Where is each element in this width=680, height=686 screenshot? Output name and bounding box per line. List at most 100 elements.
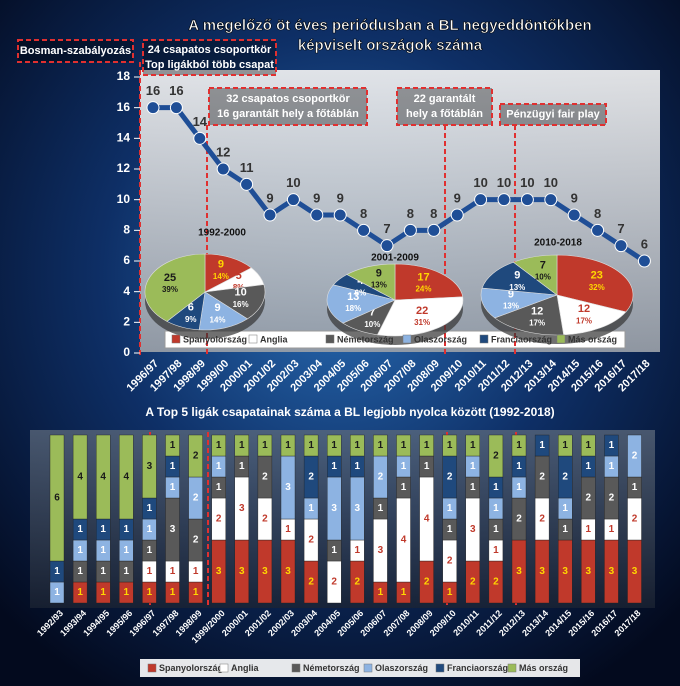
bar-value-label: 1: [493, 545, 499, 556]
bar-value-label: 3: [586, 566, 592, 577]
bar-segment: [234, 434, 250, 457]
legend-swatch: [507, 663, 517, 673]
pie-slice: [144, 253, 206, 322]
point: [567, 208, 581, 222]
legend-label: Franciaország: [491, 334, 552, 344]
bar-segment: [142, 434, 157, 499]
bar-value-label: 1: [586, 524, 592, 535]
bar-value-label: 1: [424, 461, 430, 472]
legend-label: Más ország: [519, 663, 568, 673]
bar-value-label: 2: [516, 514, 522, 525]
pie-slice: [556, 254, 634, 313]
bar-value-label: 1: [609, 440, 615, 451]
bar-value-label: 1: [147, 503, 153, 514]
legend-label: Anglia: [231, 663, 259, 673]
point: [544, 193, 558, 207]
bar-value-label: 3: [562, 566, 568, 577]
annotation-box: [499, 103, 607, 126]
bar-value-label: 2: [586, 493, 592, 504]
bar-value-label: 2: [493, 451, 499, 462]
data-label: 10: [497, 175, 511, 190]
bar-value-label: 1: [77, 587, 83, 598]
bar-value-label: 2: [193, 451, 199, 462]
pie-value-label: 12: [531, 305, 543, 317]
bar-value-label: 1: [447, 587, 453, 598]
data-label: 9: [337, 190, 344, 205]
bar-segment: [442, 434, 457, 457]
legend-label: Spanyolország: [183, 334, 247, 344]
pie-percent-label: 9%: [185, 315, 197, 324]
annotation-text: Bosman-szabályozás: [20, 45, 131, 57]
title-line: képviselt országok száma: [298, 37, 483, 54]
point: [403, 223, 417, 237]
y-tick-label: 4: [123, 284, 130, 298]
bar-value-label: 2: [308, 577, 314, 588]
y-tick-label: 6: [123, 253, 130, 267]
bar-segment: [72, 434, 88, 520]
bar-value-label: 1: [239, 440, 245, 451]
legend-label: Franciaország: [447, 663, 508, 673]
bar-value-label: 1: [470, 461, 476, 472]
annotation-box: [142, 39, 277, 76]
pie-slice: [480, 287, 558, 319]
pie-percent-label: 14%: [210, 315, 226, 324]
bar-plot-area: [30, 430, 655, 608]
pie-percent-label: 6%: [355, 288, 367, 297]
pie-slice: [204, 284, 266, 320]
bar-value-label: 2: [632, 451, 638, 462]
pie-value-label: 25: [164, 272, 176, 284]
point: [474, 193, 488, 207]
pie-title: 2010-2018: [534, 238, 582, 249]
bar-segment: [604, 434, 619, 457]
bar-value-label: 1: [516, 440, 522, 451]
bar-value-label: 3: [609, 566, 615, 577]
bar-value-label: 1: [401, 587, 407, 598]
bar-value-label: 3: [355, 503, 361, 514]
bar-segment: [211, 434, 226, 457]
y-tick-label: 12: [117, 161, 131, 175]
legend-label: Németország: [337, 334, 394, 344]
bar-value-label: 1: [493, 503, 499, 514]
bar-value-label: 3: [170, 524, 176, 535]
legend-swatch: [219, 663, 229, 673]
bar-segment: [465, 434, 480, 457]
bar-value-label: 1: [170, 482, 176, 493]
point: [263, 208, 277, 222]
legend-label: Olaszország: [414, 334, 467, 344]
bar-value-label: 1: [54, 566, 60, 577]
bar-value-label: 1: [124, 566, 130, 577]
annotation-text: Top ligákból több csapat: [145, 59, 274, 71]
y-tick-label: 2: [123, 315, 130, 329]
legend-label: Anglia: [260, 334, 288, 344]
pie-value-label: 9: [214, 302, 220, 314]
pie-percent-label: 17%: [576, 316, 592, 325]
bar-value-label: 3: [331, 503, 337, 514]
legend-swatch: [325, 334, 335, 344]
bar-value-label: 2: [447, 556, 453, 567]
legend-swatch: [556, 334, 566, 344]
y-tick-label: 10: [117, 192, 131, 206]
bar-value-label: 2: [378, 472, 384, 483]
data-label: 9: [454, 190, 461, 205]
point: [169, 101, 183, 115]
pie-percent-label: 17%: [529, 319, 545, 328]
bar-value-label: 1: [586, 440, 592, 451]
bar-value-label: 3: [285, 566, 291, 577]
bar-segment: [581, 434, 596, 457]
bar-value-label: 3: [378, 545, 384, 556]
bar-value-label: 1: [331, 461, 337, 472]
bar-value-label: 1: [355, 440, 361, 451]
data-label: 10: [544, 175, 558, 190]
pie-value-label: 10: [234, 287, 246, 299]
bar-value-label: 2: [262, 472, 268, 483]
bar-value-label: 1: [216, 461, 222, 472]
bar-value-label: 1: [609, 524, 615, 535]
annotation-box: [396, 87, 493, 126]
bar-value-label: 2: [447, 472, 453, 483]
bar-value-label: 2: [562, 472, 568, 483]
bar-value-label: 1: [401, 461, 407, 472]
bar-value-label: 2: [609, 493, 615, 504]
bar-value-label: 1: [586, 461, 592, 472]
bar-segment: [627, 434, 642, 478]
